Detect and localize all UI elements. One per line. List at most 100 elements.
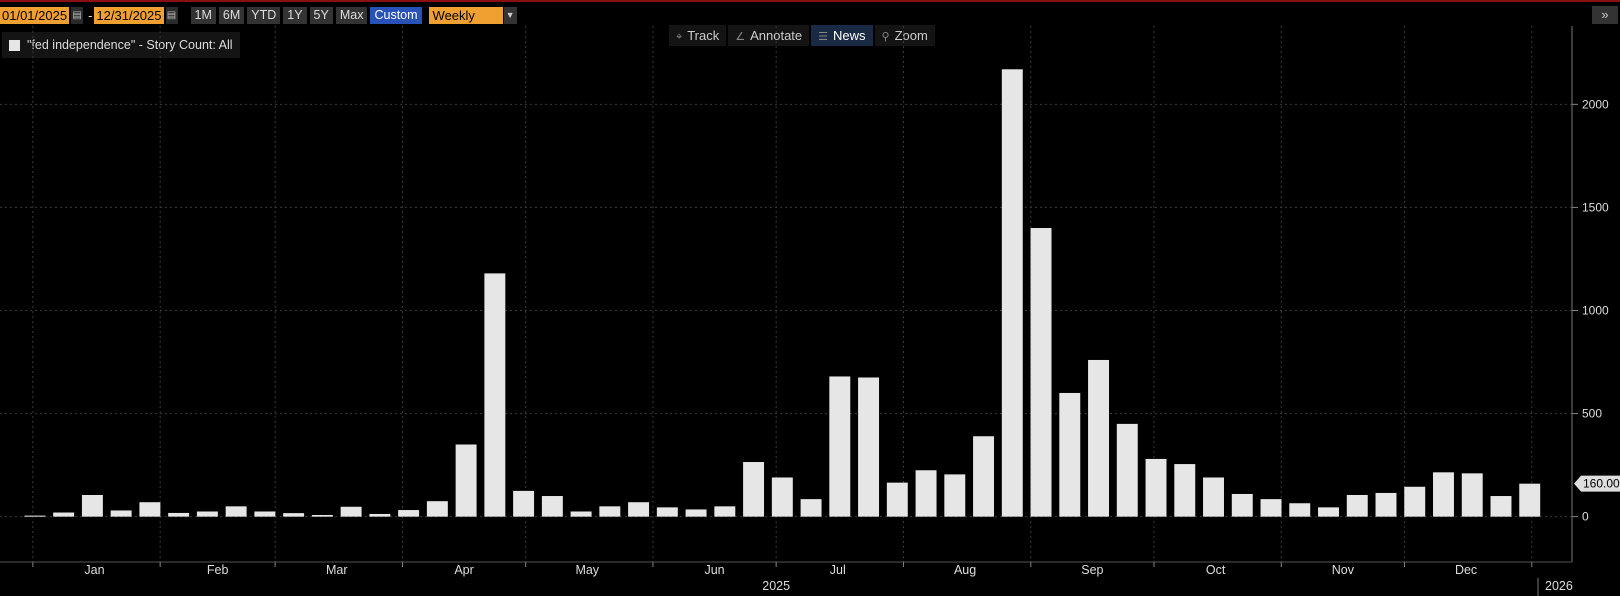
x-month-label: Jan <box>84 563 104 577</box>
x-month-label: Apr <box>454 563 473 577</box>
x-month-label: Feb <box>207 563 229 577</box>
bar[interactable] <box>53 512 75 517</box>
y-tick-label: 1000 <box>1582 303 1609 317</box>
bar[interactable] <box>1030 228 1052 517</box>
bar[interactable] <box>426 501 448 517</box>
bar[interactable] <box>110 510 132 517</box>
period-select[interactable]: Weekly <box>428 6 503 24</box>
bar[interactable] <box>225 506 247 517</box>
bar[interactable] <box>829 376 851 517</box>
range-button-custom[interactable]: Custom <box>370 6 422 24</box>
bar[interactable] <box>24 515 46 517</box>
bar[interactable] <box>340 506 362 517</box>
x-month-label: Aug <box>954 563 976 577</box>
legend-label: "fed independence" - Story Count: All <box>27 38 233 52</box>
track-button[interactable]: ⌖ Track <box>669 25 727 46</box>
x-month-label: Jul <box>830 563 846 577</box>
bar[interactable] <box>1346 495 1368 517</box>
bar[interactable] <box>886 482 908 517</box>
x-month-label: Oct <box>1206 563 1226 577</box>
bar[interactable] <box>1116 423 1138 517</box>
bar[interactable] <box>81 495 103 517</box>
bar[interactable] <box>1433 472 1454 517</box>
bar[interactable] <box>1203 477 1224 517</box>
bar[interactable] <box>714 506 736 517</box>
bar[interactable] <box>455 444 477 517</box>
end-date-input[interactable]: 12/31/2025 <box>94 6 164 24</box>
bar[interactable] <box>1260 499 1282 517</box>
bar[interactable] <box>570 511 592 517</box>
x-month-label: May <box>575 563 599 577</box>
news-button[interactable]: ☰ News <box>811 25 873 46</box>
range-button-1m[interactable]: 1M <box>190 6 216 24</box>
x-year-label: 2025 <box>762 579 790 593</box>
bar[interactable] <box>1059 392 1081 517</box>
bar[interactable] <box>283 513 305 517</box>
date-range-toolbar: 01/01/2025 ▤ - 12/31/2025 ▤ 1M 6M YTD 1Y… <box>0 6 517 24</box>
bar[interactable] <box>484 273 506 517</box>
end-calendar-icon[interactable]: ▤ <box>165 6 178 24</box>
y-tick-label: 500 <box>1582 407 1602 421</box>
bar[interactable] <box>743 462 765 517</box>
bar[interactable] <box>311 514 333 517</box>
bar[interactable] <box>800 499 822 517</box>
range-button-ytd[interactable]: YTD <box>247 6 281 24</box>
annotate-button[interactable]: ∠ Annotate <box>728 25 810 46</box>
bar[interactable] <box>771 477 793 517</box>
dropdown-arrow-icon[interactable]: ▼ <box>503 6 517 24</box>
start-calendar-icon[interactable]: ▤ <box>71 6 84 24</box>
bar[interactable] <box>1404 486 1426 517</box>
bar[interactable] <box>599 506 621 517</box>
bar[interactable] <box>1490 496 1512 517</box>
last-value-label: 160.00 <box>1583 477 1620 491</box>
bar[interactable] <box>1461 473 1483 517</box>
bar[interactable] <box>513 490 535 517</box>
bar[interactable] <box>1318 507 1339 517</box>
bar[interactable] <box>944 474 966 517</box>
bar[interactable] <box>1001 69 1023 517</box>
bar[interactable] <box>628 502 650 517</box>
bar[interactable] <box>1231 493 1253 517</box>
expand-panel-button[interactable]: » <box>1592 6 1618 24</box>
annotate-label: Annotate <box>750 28 803 43</box>
crosshair-icon: ⌖ <box>676 31 683 43</box>
bar[interactable] <box>858 377 880 517</box>
bar[interactable] <box>1088 359 1110 517</box>
bar[interactable] <box>398 510 420 517</box>
window-top-border <box>0 0 1620 2</box>
y-tick-label: 0 <box>1582 510 1589 524</box>
bar[interactable] <box>168 512 190 517</box>
y-tick-label: 2000 <box>1582 97 1609 111</box>
bar[interactable] <box>1289 503 1311 517</box>
x-month-label: Sep <box>1081 563 1103 577</box>
track-label: Track <box>687 28 720 43</box>
bar[interactable] <box>139 502 161 517</box>
y-tick-label: 1500 <box>1582 200 1609 214</box>
zoom-button[interactable]: ⚲ Zoom <box>874 25 935 46</box>
bar[interactable] <box>254 511 276 517</box>
range-button-6m[interactable]: 6M <box>218 6 245 24</box>
chart-legend[interactable]: "fed independence" - Story Count: All <box>2 32 240 58</box>
range-button-max[interactable]: Max <box>335 6 368 24</box>
bar[interactable] <box>1174 464 1196 517</box>
bar[interactable] <box>369 513 391 517</box>
pencil-icon: ∠ <box>735 31 746 43</box>
bar[interactable] <box>541 496 563 517</box>
range-button-1y[interactable]: 1Y <box>283 6 307 24</box>
bar[interactable] <box>685 509 707 517</box>
start-date-input[interactable]: 01/01/2025 <box>0 6 70 24</box>
bar[interactable] <box>196 511 218 517</box>
bar[interactable] <box>1519 483 1541 517</box>
bar[interactable] <box>1375 492 1397 517</box>
x-year-label: 2026 <box>1545 579 1573 593</box>
date-separator: - <box>88 7 93 23</box>
range-button-5y[interactable]: 5Y <box>309 6 333 24</box>
legend-swatch <box>9 39 20 51</box>
bar[interactable] <box>973 436 995 517</box>
bar[interactable] <box>656 507 678 517</box>
bar[interactable] <box>1145 458 1167 517</box>
double-chevron-right-icon: » <box>1601 7 1609 22</box>
news-icon: ☰ <box>818 31 829 43</box>
bar[interactable] <box>915 470 937 517</box>
